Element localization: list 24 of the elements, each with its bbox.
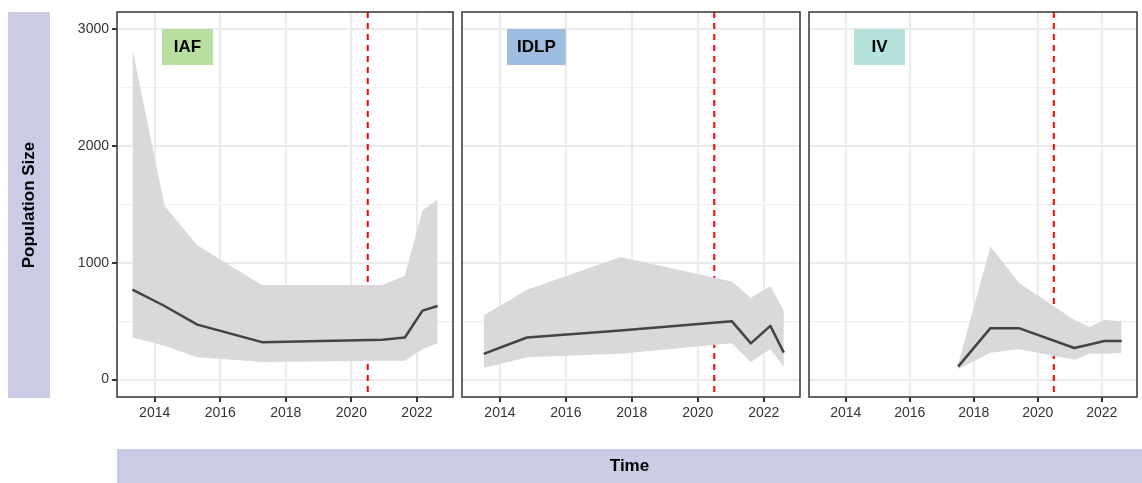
y-tick-label: 2000 <box>77 137 110 154</box>
text: IDLP <box>516 36 556 56</box>
x-tick-label: 2020 <box>335 404 368 421</box>
x-tick-label: 2016 <box>204 404 237 421</box>
y-axis-title: Population Size <box>19 141 39 269</box>
x-tick-label: 2018 <box>616 404 648 421</box>
x-tick-label: 2016 <box>550 404 582 421</box>
x-tick-label: 2022 <box>748 404 780 421</box>
y-tick-label: 1000 <box>77 253 110 270</box>
x-tick-label: 2020 <box>1022 404 1054 421</box>
x-tick-label: 2018 <box>958 404 990 421</box>
x-tick-label: 2014 <box>139 404 171 421</box>
x-tick-label: 2018 <box>270 404 302 421</box>
y-tick-label: 0 <box>101 370 110 387</box>
x-tick-label: 2022 <box>1086 404 1118 421</box>
x-tick-label: 2014 <box>484 404 516 421</box>
x-tick-label: 2022 <box>401 404 433 421</box>
x-tick-label: 2016 <box>894 404 926 421</box>
text: IAF <box>173 36 202 56</box>
x-axis-title: Time <box>609 456 650 476</box>
text: IV <box>871 36 889 56</box>
x-tick-label: 2020 <box>682 404 714 421</box>
x-tick-label: 2014 <box>830 404 862 421</box>
y-tick-label: 3000 <box>77 20 110 37</box>
